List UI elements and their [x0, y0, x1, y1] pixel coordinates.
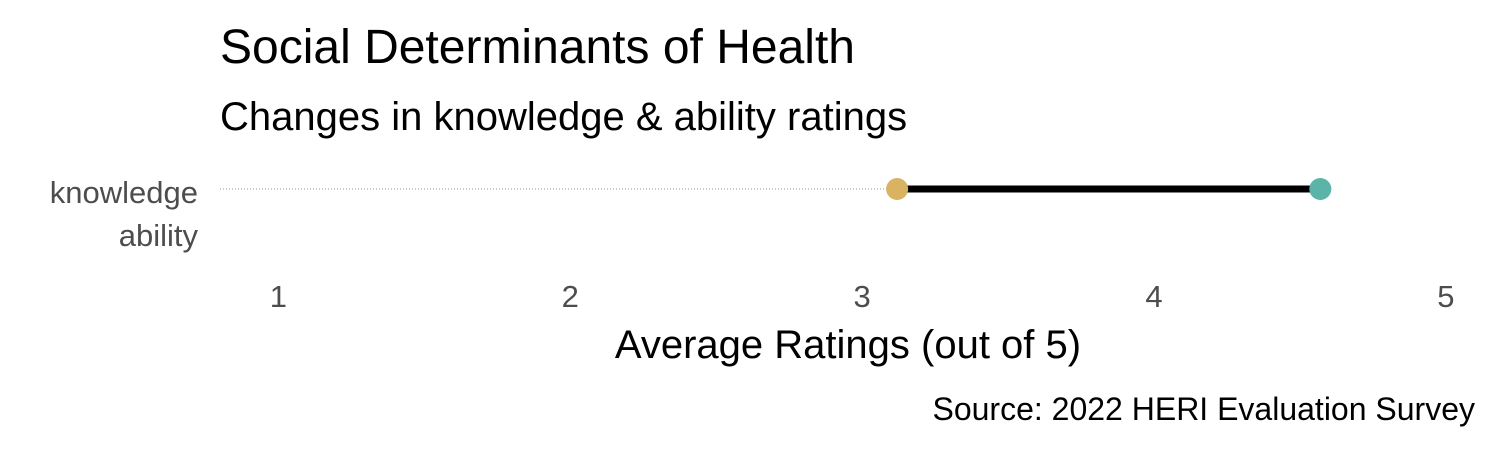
start-point-0 [886, 178, 909, 200]
x-tick-label-1: 1 [270, 279, 287, 314]
chart-title: Social Determinants of Health [220, 21, 855, 74]
y-tick-label-ability: ability [119, 218, 199, 253]
x-axis-label: Average Ratings (out of 5) [615, 323, 1081, 367]
x-tick-label-5: 5 [1437, 279, 1454, 314]
x-axis-ticks: 1 2 3 4 5 [270, 279, 1455, 314]
y-tick-label-knowledge: knowledge [50, 175, 198, 210]
x-tick-label-4: 4 [1145, 279, 1162, 314]
x-tick-label-3: 3 [853, 279, 870, 314]
end-point-0 [1309, 178, 1332, 200]
plot-marks [220, 178, 1332, 200]
x-tick-label-2: 2 [562, 279, 579, 314]
chart-subtitle: Changes in knowledge & ability ratings [220, 95, 907, 139]
chart-caption: Source: 2022 HERI Evaluation Survey [932, 391, 1475, 427]
